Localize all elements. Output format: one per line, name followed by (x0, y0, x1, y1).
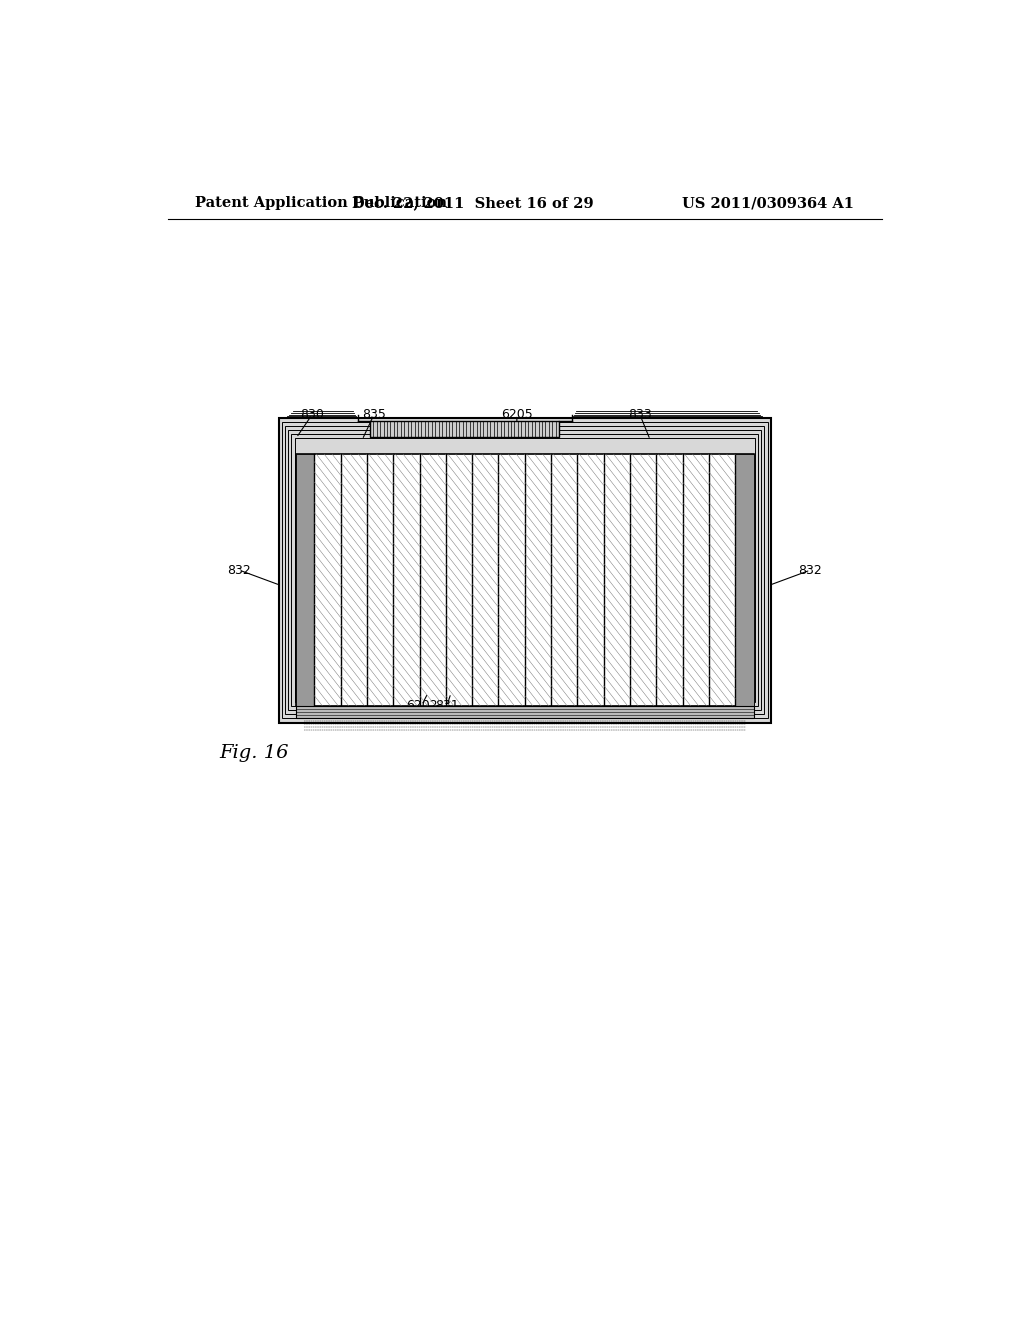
Text: 832: 832 (227, 564, 251, 577)
Text: 833: 833 (628, 408, 651, 421)
Bar (292, 434, 758, 706)
Bar (735, 454, 754, 706)
Bar (285, 426, 765, 714)
Text: 831: 831 (435, 698, 459, 711)
Bar (289, 430, 761, 710)
Bar (296, 454, 754, 706)
Text: US 2011/0309364 A1: US 2011/0309364 A1 (682, 197, 854, 210)
Text: 835: 835 (362, 408, 386, 421)
Text: Dec. 22, 2011  Sheet 16 of 29: Dec. 22, 2011 Sheet 16 of 29 (352, 197, 594, 210)
Text: 832: 832 (799, 564, 822, 577)
Text: Fig. 16: Fig. 16 (219, 744, 289, 762)
Bar (370, 421, 559, 437)
Bar (279, 417, 771, 722)
Text: 6202: 6202 (406, 698, 437, 711)
Text: Patent Application Publication: Patent Application Publication (196, 197, 447, 210)
Bar (295, 438, 755, 702)
Text: 6205: 6205 (501, 408, 532, 421)
Bar (282, 421, 768, 718)
Bar (296, 454, 314, 706)
Bar (296, 706, 754, 718)
Text: 830: 830 (300, 408, 324, 421)
